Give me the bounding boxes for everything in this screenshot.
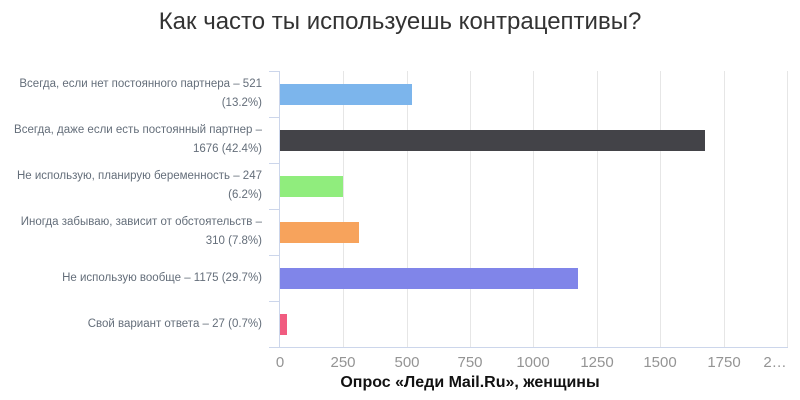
category-label: Всегда, если нет постоянного партнера – … (0, 71, 262, 117)
x-axis-label: 1750 (707, 354, 741, 371)
category-label-line: (6.2%) (228, 189, 262, 201)
x-axis-label: 1250 (580, 354, 614, 371)
category-label-line: Свой вариант ответа – 27 (0.7%) (87, 317, 262, 330)
category-tick (269, 163, 279, 164)
bar[interactable] (280, 175, 343, 197)
plot-area (279, 71, 788, 348)
category-label: Свой вариант ответа – 27 (0.7%) (0, 301, 262, 347)
category-label: Иногда забываю, зависит от обстоятельств… (0, 209, 262, 255)
grid-line (407, 71, 408, 347)
bar[interactable] (280, 83, 412, 105)
grid-line (343, 71, 344, 347)
chart-caption: Опрос «Леди Mail.Ru», женщины (340, 374, 600, 391)
category-tick (269, 347, 279, 348)
category-axis: Всегда, если нет постоянного партнера – … (0, 71, 262, 347)
category-label: Всегда, даже если есть постоянный партне… (0, 117, 262, 163)
category-tick (269, 117, 279, 118)
bar[interactable] (280, 129, 705, 151)
category-label-line: Не использую вообще – 1175 (29.7%) (62, 271, 262, 284)
bar[interactable] (280, 221, 359, 243)
grid-line (660, 71, 661, 347)
grid-line (597, 71, 598, 347)
category-tick (269, 301, 279, 302)
category-label-line: Не использую, планирую беременность – 24… (16, 170, 262, 182)
x-axis-label: 1000 (516, 354, 550, 371)
category-label: Не использую вообще – 1175 (29.7%) (0, 255, 262, 301)
chart-title: Как часто ты используешь контрацептивы? (158, 8, 642, 35)
category-label-line: Всегда, даже если есть постоянный партне… (14, 124, 262, 136)
bar[interactable] (280, 313, 287, 335)
x-axis-label: 250 (330, 354, 356, 371)
category-label-line: (13.2%) (221, 97, 262, 109)
category-label-line: 310 (7.8%) (205, 235, 262, 247)
bar[interactable] (280, 267, 578, 289)
x-axis-label: 0 (275, 354, 285, 371)
grid-line (470, 71, 471, 347)
grid-line (724, 71, 725, 347)
category-tick (269, 255, 279, 256)
x-axis-label: 750 (457, 354, 483, 371)
grid-line (787, 71, 788, 347)
grid-line (533, 71, 534, 347)
x-axis-label: 500 (394, 354, 420, 371)
category-label-line: Иногда забываю, зависит от обстоятельств… (20, 216, 262, 228)
x-axis-label: 2… (763, 354, 787, 371)
category-tick (269, 71, 279, 72)
category-label-line: 1676 (42.4%) (192, 143, 262, 155)
x-axis-label: 1500 (643, 354, 677, 371)
category-label-line: Всегда, если нет постоянного партнера – … (19, 78, 262, 90)
category-label: Не использую, планирую беременность – 24… (0, 163, 262, 209)
category-tick (269, 209, 279, 210)
